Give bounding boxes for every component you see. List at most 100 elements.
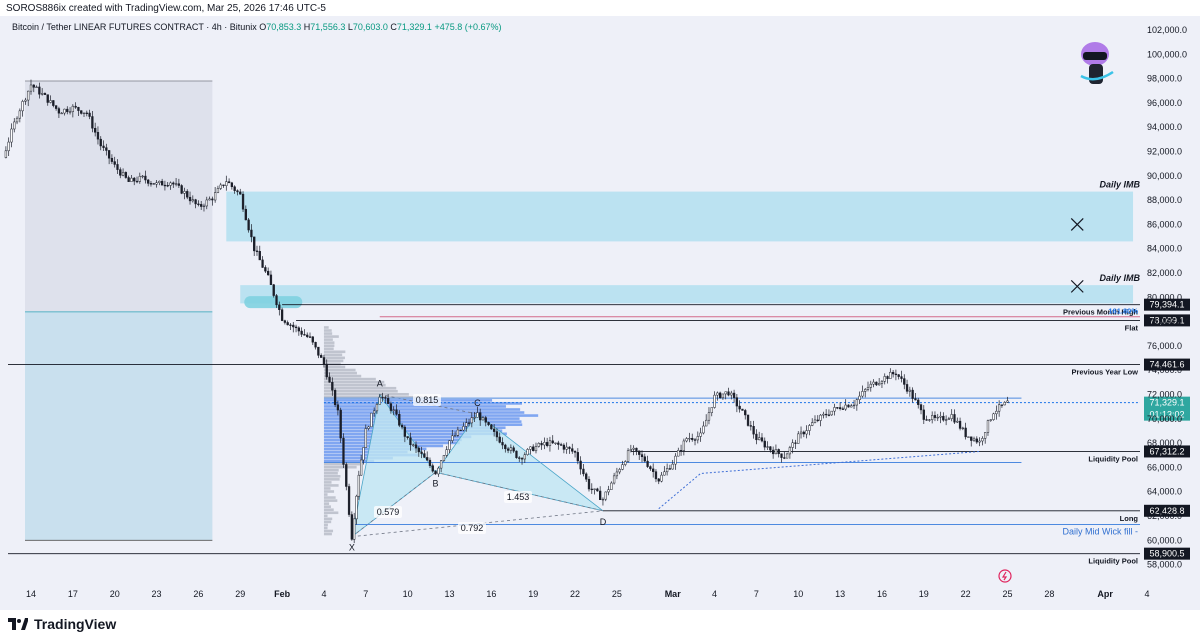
candle-body xyxy=(984,432,987,439)
avatar-visor xyxy=(1083,52,1107,60)
candle xyxy=(155,179,158,188)
candle xyxy=(978,437,981,447)
candle-body xyxy=(825,413,828,416)
candle xyxy=(375,402,379,414)
candle xyxy=(679,444,683,456)
candle-body xyxy=(267,270,270,276)
candle xyxy=(38,82,41,99)
candle xyxy=(88,109,91,120)
candle-body xyxy=(621,464,624,470)
candle-body xyxy=(152,183,155,185)
candle-body xyxy=(894,373,898,376)
candle-body xyxy=(730,392,733,396)
candle-body xyxy=(211,198,214,201)
candle-body xyxy=(389,403,393,411)
candle-body xyxy=(721,393,725,399)
candle xyxy=(878,377,881,386)
candle xyxy=(205,196,208,210)
candle-body xyxy=(769,446,772,451)
candle xyxy=(654,469,658,483)
candle-body xyxy=(788,447,792,455)
candle-body xyxy=(255,250,259,252)
candle-body xyxy=(465,422,468,427)
candle-body xyxy=(626,450,630,462)
price-tag-value: 62,428.8 xyxy=(1149,506,1184,516)
candle-body xyxy=(160,180,164,186)
candle xyxy=(956,417,959,423)
candle-body xyxy=(367,426,370,429)
candle xyxy=(367,425,370,431)
candle-body xyxy=(409,437,412,446)
candle-body xyxy=(462,426,465,431)
candle xyxy=(350,511,354,541)
candle xyxy=(49,95,52,104)
candle-body xyxy=(593,488,596,490)
candle-body xyxy=(208,198,211,201)
candle-body xyxy=(244,208,247,221)
candle xyxy=(275,294,278,308)
candle-body xyxy=(194,199,197,205)
candle xyxy=(269,270,273,285)
price-tag: 74,461.6 xyxy=(1144,358,1190,371)
candle xyxy=(685,437,688,443)
candle-body xyxy=(997,404,1001,412)
candle xyxy=(46,94,49,106)
candle-body xyxy=(174,183,178,185)
candle-body xyxy=(253,236,256,252)
candle-body xyxy=(657,478,660,482)
candle xyxy=(872,379,875,388)
candle xyxy=(838,402,842,411)
candle xyxy=(495,428,499,442)
candle-body xyxy=(264,267,267,272)
price-tag: 62,428.8 xyxy=(1144,504,1190,517)
candle xyxy=(520,456,524,465)
candle-body xyxy=(94,127,97,133)
candle xyxy=(473,411,476,423)
candle-body xyxy=(57,108,61,114)
candle xyxy=(102,140,105,151)
candle-body xyxy=(333,389,337,406)
volume-profile-bar xyxy=(323,344,335,347)
price-level-label: Daily Mid Wick fill - xyxy=(1063,527,1139,537)
x-axis-tick-label: 20 xyxy=(110,589,120,599)
candle xyxy=(596,487,599,492)
candle-body xyxy=(325,363,328,378)
x-mark xyxy=(1070,217,1084,231)
candle xyxy=(523,452,526,463)
candle-body xyxy=(783,457,786,459)
price-tag-bg xyxy=(1144,298,1190,311)
tradingview-logo[interactable]: TradingView xyxy=(8,616,116,632)
candle xyxy=(445,446,448,458)
candle-body xyxy=(484,417,487,423)
candle-body xyxy=(130,177,133,182)
volume-profile-bar xyxy=(323,456,393,460)
candle xyxy=(571,443,574,454)
candle-body xyxy=(601,498,605,501)
candle xyxy=(476,406,479,418)
candle-body xyxy=(82,112,86,114)
candle-body xyxy=(233,186,236,191)
candle-body xyxy=(99,138,102,147)
candle xyxy=(933,411,937,422)
candle xyxy=(546,437,549,448)
candle xyxy=(763,437,766,451)
candle xyxy=(958,417,962,431)
candle xyxy=(576,448,579,465)
candle-body xyxy=(186,191,189,198)
candle xyxy=(771,446,775,459)
volume-profile-bar xyxy=(323,475,341,478)
candle xyxy=(233,185,236,194)
candle xyxy=(657,477,660,485)
chart-area[interactable]: Daily IMB Daily IMB X A B C D 0.579 0.815 1.453 0.… xyxy=(0,16,1200,610)
candle xyxy=(27,90,30,107)
candle-body xyxy=(280,309,284,321)
candle xyxy=(18,108,21,123)
candle-body xyxy=(258,251,261,261)
candle xyxy=(264,265,267,273)
candle xyxy=(615,467,619,480)
candle-body xyxy=(520,458,524,460)
candle xyxy=(241,191,245,212)
price-chart[interactable]: Daily IMB Daily IMB X A B C D 0.579 0.815 1.453 0.… xyxy=(0,16,1200,610)
candle xyxy=(587,476,591,492)
candle xyxy=(63,108,66,116)
